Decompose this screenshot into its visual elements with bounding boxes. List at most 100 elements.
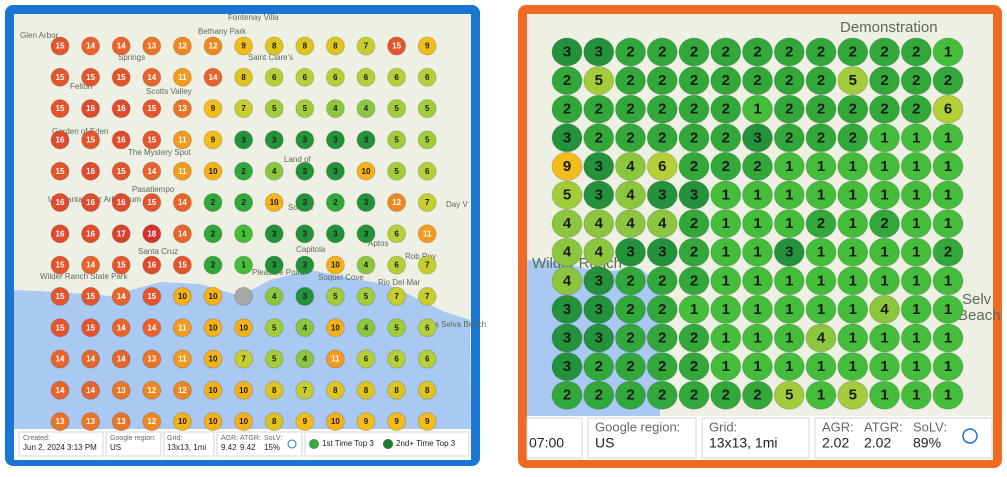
rank-value: 5 (563, 186, 571, 203)
rank-value: 2 (563, 72, 571, 89)
rank-pin (50, 412, 70, 432)
rank-pin (325, 255, 345, 275)
rank-value: 2 (563, 101, 571, 118)
rank-value: 1 (722, 244, 730, 261)
rank-value: 16 (56, 136, 65, 145)
rank-value: 1 (241, 261, 246, 270)
rank-pin (50, 161, 70, 181)
legend-label: 2nd+ Time Top 3 (396, 439, 456, 448)
rank-pin (387, 380, 407, 400)
rank-pin (932, 209, 964, 239)
rank-value: 2 (658, 43, 666, 60)
rank-pin (172, 380, 192, 400)
rank-pin (356, 286, 376, 306)
rank-value: 1 (849, 244, 857, 261)
rank-value: 4 (595, 215, 604, 232)
rank-value: 1 (944, 129, 952, 146)
rank-value: 16 (86, 167, 95, 176)
rank-pin (417, 67, 437, 87)
rank-value: 4 (626, 186, 635, 203)
rank-value: 11 (331, 355, 340, 364)
rank-pin (710, 180, 742, 210)
rank-pin (583, 66, 615, 96)
rank-value: 3 (595, 272, 603, 289)
rank-pin (837, 294, 869, 324)
rank-pin (773, 180, 805, 210)
rank-value: 1 (817, 186, 825, 203)
rank-value: 2 (626, 272, 634, 289)
rank-pin (81, 380, 101, 400)
rank-value: 1 (817, 387, 825, 404)
rank-pin (805, 294, 837, 324)
rank-value: 11 (178, 167, 187, 176)
map-label: Soquel Cove (318, 273, 364, 282)
rank-pin (325, 99, 345, 119)
rank-value: 2 (817, 43, 825, 60)
rank-value: 2 (626, 358, 634, 375)
rank-value: 1 (912, 358, 920, 375)
rank-value: 2 (595, 129, 603, 146)
rank-value: 1 (849, 215, 857, 232)
rank-value: 1 (880, 272, 888, 289)
rank-value: 15 (178, 261, 187, 270)
rank-pin (615, 37, 646, 67)
rank-pin (417, 193, 437, 212)
rank-value: 1 (944, 387, 952, 404)
rank-value: 5 (849, 72, 857, 89)
rank-value: 5 (364, 292, 369, 301)
rank-value: 10 (178, 417, 187, 426)
rank-pin (81, 99, 101, 119)
rank-pin (773, 323, 805, 353)
rank-pin (81, 224, 101, 244)
rank-pin (50, 380, 70, 400)
rank-value: 13 (56, 417, 65, 426)
rank-value: 15 (147, 136, 156, 145)
rank-value: 15 (56, 104, 65, 113)
rank-pin (710, 237, 742, 267)
rank-value: 10 (209, 386, 218, 395)
rank-value: 3 (272, 136, 277, 145)
rank-pin (234, 349, 254, 369)
rank-pin (295, 380, 315, 400)
rank-value: 14 (56, 355, 65, 364)
rank-value: 7 (241, 104, 246, 113)
rank-pin (387, 318, 407, 338)
rank-pin (710, 37, 742, 67)
rank-value: 6 (333, 73, 338, 82)
rank-value: 10 (209, 292, 218, 301)
footer-value: 2.02 (822, 435, 849, 451)
rank-value: 2 (785, 129, 793, 146)
rank-pin (932, 180, 964, 210)
rank-value: 3 (563, 358, 571, 375)
rank-pin (869, 352, 900, 382)
rank-value: 2 (753, 387, 761, 404)
rank-value: 2 (658, 358, 666, 375)
rank-value: 3 (272, 261, 277, 270)
rank-value: 1 (944, 272, 952, 289)
rank-pin (742, 66, 773, 96)
rank-pin (203, 318, 223, 338)
map-label: Land of (284, 155, 311, 164)
rank-value: 11 (423, 229, 432, 238)
rank-value: 11 (178, 73, 187, 82)
rank-pin (837, 266, 869, 296)
rank-value: 8 (425, 386, 430, 395)
rank-value: 2 (595, 101, 603, 118)
rank-value: 2 (849, 129, 857, 146)
rank-pin (417, 130, 437, 150)
rank-value: 5 (425, 104, 430, 113)
rank-pin (387, 67, 407, 87)
rank-pin (742, 37, 773, 67)
rank-pin (710, 352, 742, 382)
rank-pin (710, 209, 742, 239)
rank-pin (111, 130, 131, 150)
rank-value: 1 (753, 272, 761, 289)
rank-pin (387, 255, 407, 275)
rank-pin (417, 99, 437, 119)
rank-value: 8 (241, 73, 246, 82)
map-label: Beach (958, 307, 1001, 324)
rank-value: 8 (303, 42, 308, 51)
footer-cell (814, 417, 993, 459)
footer-label: Created: (23, 435, 50, 442)
rank-pin (837, 66, 869, 96)
